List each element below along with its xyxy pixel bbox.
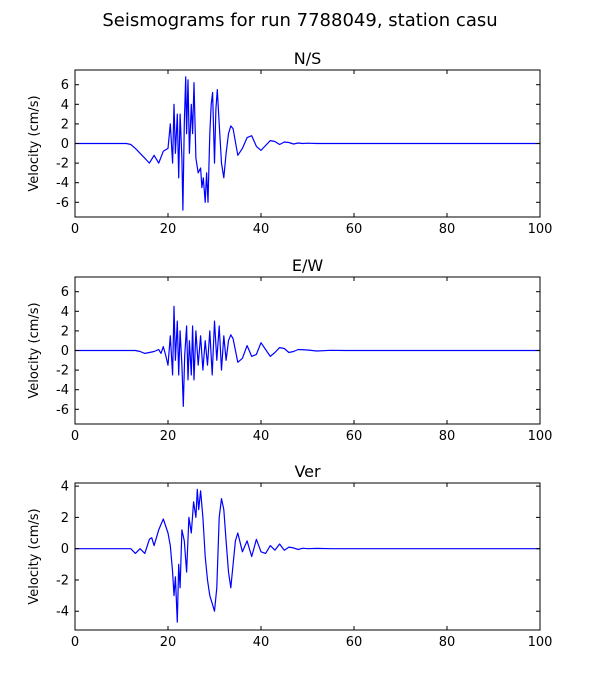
x-tick-label: 20 xyxy=(160,635,177,650)
y-tick-label: 4 xyxy=(61,480,69,495)
y-tick-label: -4 xyxy=(56,605,69,620)
y-tick-label: 0 xyxy=(61,542,69,557)
x-tick-label: 0 xyxy=(71,429,79,444)
x-tick-label: 60 xyxy=(346,429,363,444)
y-axis-label: Velocity (cm/s) xyxy=(27,508,42,604)
series-line xyxy=(75,76,540,211)
y-tick-label: -2 xyxy=(56,364,69,379)
y-tick-label: 6 xyxy=(61,285,69,300)
y-tick-label: -4 xyxy=(56,176,69,191)
series-line xyxy=(75,305,540,407)
x-tick-label: 20 xyxy=(160,429,177,444)
x-tick-label: 0 xyxy=(71,635,79,650)
x-tick-label: 40 xyxy=(253,635,270,650)
x-tick-label: 60 xyxy=(346,222,363,237)
y-tick-label: -2 xyxy=(56,573,69,588)
figure-title: Seismograms for run 7788049, station cas… xyxy=(102,10,498,31)
y-tick-label: -2 xyxy=(56,157,69,172)
x-tick-label: 20 xyxy=(160,222,177,237)
panel-title: Ver xyxy=(294,462,321,481)
y-tick-label: 2 xyxy=(61,324,69,339)
x-tick-label: 40 xyxy=(253,429,270,444)
y-tick-label: 2 xyxy=(61,117,69,132)
y-tick-label: 0 xyxy=(61,344,69,359)
x-tick-label: 80 xyxy=(439,635,456,650)
y-tick-label: 6 xyxy=(61,78,69,93)
y-axis-label: Velocity (cm/s) xyxy=(27,302,42,398)
x-tick-label: 80 xyxy=(439,222,456,237)
y-axis-label: Velocity (cm/s) xyxy=(27,95,42,191)
x-tick-label: 40 xyxy=(253,222,270,237)
y-tick-label: 2 xyxy=(61,511,69,526)
x-tick-label: 100 xyxy=(528,635,553,650)
x-tick-label: 100 xyxy=(528,222,553,237)
x-tick-label: 100 xyxy=(528,429,553,444)
y-tick-label: 4 xyxy=(61,305,69,320)
y-tick-label: 0 xyxy=(61,137,69,152)
x-tick-label: 80 xyxy=(439,429,456,444)
x-tick-label: 0 xyxy=(71,222,79,237)
y-tick-label: -6 xyxy=(56,403,69,418)
panel-title: N/S xyxy=(294,49,322,68)
panel-title: E/W xyxy=(292,256,324,275)
y-tick-label: -6 xyxy=(56,196,69,211)
y-tick-label: 4 xyxy=(61,98,69,113)
y-tick-label: -4 xyxy=(56,383,69,398)
axes-frame xyxy=(74,482,541,631)
series-line xyxy=(75,488,540,623)
x-tick-label: 60 xyxy=(346,635,363,650)
